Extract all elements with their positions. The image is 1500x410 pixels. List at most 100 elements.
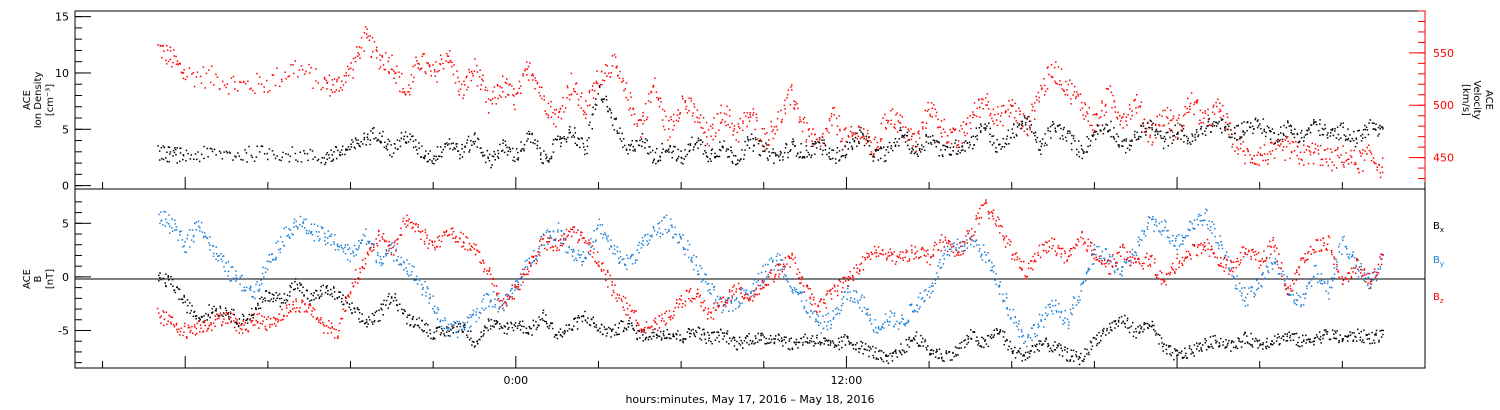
density-point — [387, 138, 389, 141]
by-point — [402, 260, 405, 263]
bx-point — [279, 305, 282, 308]
density-point — [550, 157, 553, 160]
density-point — [1282, 132, 1285, 135]
bx-point — [280, 297, 283, 300]
velocity-point — [541, 86, 543, 89]
density-point — [665, 149, 668, 151]
density-point — [1287, 121, 1289, 124]
velocity-point — [1376, 166, 1378, 168]
bx-point — [1246, 335, 1248, 337]
bx-point — [999, 330, 1001, 333]
density-point — [818, 142, 821, 144]
by-point — [186, 234, 189, 236]
by-point — [188, 229, 191, 231]
bx-point — [224, 307, 227, 309]
velocity-point — [676, 114, 679, 116]
velocity-point — [1361, 152, 1364, 155]
velocity-point — [424, 71, 426, 73]
bx-point — [264, 297, 266, 299]
bx-point — [631, 322, 633, 324]
density-point — [502, 142, 504, 144]
bx-point — [361, 320, 363, 323]
velocity-point — [880, 138, 883, 140]
velocity-point — [601, 83, 603, 86]
density-point — [821, 139, 823, 141]
by-point — [229, 280, 231, 282]
by-point — [268, 254, 270, 256]
velocity-point — [169, 46, 172, 48]
velocity-point — [561, 105, 564, 107]
density-point — [952, 150, 954, 152]
velocity-point — [714, 135, 717, 137]
density-point — [433, 163, 435, 165]
density-point — [680, 150, 682, 152]
by-point — [738, 301, 740, 303]
velocity-point — [712, 138, 714, 141]
velocity-point — [298, 69, 301, 71]
velocity-point — [1207, 108, 1209, 111]
velocity-point — [964, 134, 966, 137]
density-point — [314, 156, 316, 158]
density-point — [791, 141, 793, 143]
velocity-point — [512, 94, 514, 96]
density-point — [677, 148, 679, 151]
velocity-point — [555, 108, 558, 111]
bx-point — [1334, 337, 1337, 340]
density-point — [868, 145, 871, 147]
density-point — [852, 138, 854, 140]
bx-point — [584, 310, 586, 313]
velocity-point — [1008, 115, 1011, 117]
velocity-point — [527, 79, 530, 81]
density-point — [1186, 135, 1188, 138]
velocity-point — [976, 107, 979, 109]
velocity-point — [961, 142, 963, 144]
velocity-point — [531, 74, 533, 77]
density-point — [354, 137, 357, 139]
by-point — [588, 244, 590, 246]
density-point — [1167, 145, 1169, 147]
density-point — [506, 154, 509, 156]
density-point — [1117, 135, 1120, 138]
density-point — [1064, 136, 1067, 139]
velocity-point — [707, 128, 710, 131]
by-point — [365, 243, 368, 245]
density-point — [1060, 127, 1062, 130]
density-point — [1283, 124, 1285, 127]
bx-point — [184, 301, 186, 303]
by-point — [342, 250, 345, 253]
velocity-point — [1193, 103, 1195, 106]
by-point — [388, 250, 390, 252]
by-point — [179, 230, 181, 232]
by-point — [482, 298, 484, 300]
velocity-point — [1092, 131, 1095, 134]
density-point — [787, 156, 789, 159]
bx-point — [1289, 336, 1291, 339]
by-point — [278, 248, 280, 251]
velocity-point — [518, 80, 521, 83]
bx-point — [997, 332, 999, 335]
density-point — [904, 134, 906, 136]
velocity-point — [1292, 141, 1295, 144]
density-point — [734, 163, 737, 166]
density-point — [423, 157, 426, 160]
velocity-point — [1091, 124, 1093, 127]
density-point — [619, 138, 621, 140]
velocity-point — [412, 81, 414, 83]
density-point — [683, 158, 685, 160]
velocity-point — [1038, 100, 1040, 103]
by-point — [815, 318, 817, 320]
density-point — [441, 151, 443, 153]
bx-point — [1235, 345, 1237, 347]
density-point — [899, 127, 902, 129]
by-point — [663, 216, 665, 219]
density-point — [1181, 124, 1183, 127]
density-point — [1179, 123, 1181, 126]
velocity-point — [884, 113, 886, 116]
density-point — [520, 149, 522, 152]
velocity-point — [866, 132, 869, 135]
density-point — [984, 123, 986, 125]
by-point — [223, 266, 225, 268]
velocity-point — [175, 63, 178, 65]
density-point — [1290, 131, 1292, 134]
density-point — [641, 145, 643, 148]
